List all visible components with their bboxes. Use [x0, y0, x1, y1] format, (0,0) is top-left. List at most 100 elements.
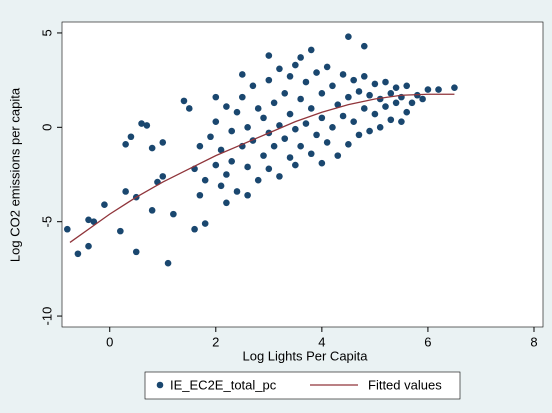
point: [355, 131, 363, 139]
point: [122, 141, 129, 148]
point: [254, 105, 262, 112]
point: [350, 118, 357, 125]
point: [64, 225, 71, 233]
point: [392, 99, 400, 107]
legend-label: IE_EC2E_total_pc: [170, 377, 277, 392]
point: [117, 227, 124, 235]
point: [196, 142, 204, 150]
point: [419, 95, 426, 103]
point: [265, 165, 273, 173]
point: [355, 88, 363, 95]
point: [323, 139, 331, 146]
point: [366, 127, 373, 135]
point: [217, 182, 225, 190]
point: [424, 86, 432, 93]
point: [148, 144, 156, 152]
point: [286, 110, 294, 118]
point: [392, 84, 400, 91]
point: [159, 139, 167, 146]
point: [408, 99, 416, 107]
point: [382, 78, 389, 86]
point: [164, 259, 172, 267]
point: [212, 118, 220, 125]
x-tick-label: 0: [106, 334, 113, 349]
y-tick-label: 5: [39, 29, 54, 36]
point: [132, 248, 140, 256]
x-tick-label: 6: [424, 334, 431, 349]
x-tick-label: 2: [212, 334, 219, 349]
point: [403, 82, 411, 90]
point: [297, 95, 304, 103]
point: [387, 116, 395, 124]
point: [307, 105, 315, 112]
point: [376, 95, 384, 103]
point: [307, 46, 315, 54]
fit-line: [69, 93, 455, 243]
point: [212, 161, 220, 169]
point: [223, 103, 230, 110]
point: [286, 154, 294, 161]
point: [360, 42, 368, 50]
point: [101, 201, 108, 208]
point: [233, 188, 241, 195]
point: [313, 131, 320, 139]
point: [360, 105, 368, 112]
point: [297, 54, 304, 61]
point: [244, 124, 251, 131]
x-tick-label: 4: [318, 334, 325, 349]
point: [292, 61, 299, 69]
y-tick-label: 0: [39, 124, 54, 131]
point: [207, 133, 214, 141]
point: [398, 118, 405, 125]
point: [260, 152, 267, 159]
point: [239, 93, 246, 101]
point: [138, 120, 145, 127]
point: [307, 150, 315, 158]
point: [376, 124, 384, 131]
point: [366, 91, 373, 99]
point: [435, 86, 442, 93]
point: [201, 176, 209, 184]
point: [339, 112, 347, 120]
y-axis-label: Log CO2 emissions per capita: [7, 87, 22, 262]
point: [85, 216, 92, 224]
point: [318, 159, 326, 167]
point: [212, 93, 220, 101]
point: [403, 108, 411, 116]
point: [302, 78, 310, 86]
point: [260, 114, 267, 122]
point: [318, 114, 326, 122]
point: [286, 73, 294, 80]
point: [302, 120, 310, 127]
point: [196, 191, 204, 199]
point: [313, 69, 320, 76]
point: [297, 142, 304, 150]
legend: IE_EC2E_total_pc Fitted values: [144, 371, 461, 400]
point: [233, 108, 241, 116]
point: [217, 146, 225, 154]
point: [270, 142, 278, 150]
point: [249, 82, 257, 90]
point: [329, 82, 336, 90]
point: [143, 122, 151, 129]
point: [223, 171, 230, 178]
x-tick-label: 8: [530, 334, 537, 349]
point: [371, 110, 379, 118]
point: [122, 188, 129, 195]
point: [127, 133, 135, 141]
point: [292, 161, 299, 169]
point: [281, 90, 289, 97]
point: [239, 71, 246, 78]
point: [228, 127, 236, 135]
point: [201, 220, 209, 227]
point: [323, 63, 331, 71]
x-axis-label: Log Lights Per Capita: [242, 348, 368, 363]
point: [276, 173, 283, 180]
point: [276, 65, 283, 73]
point: [345, 141, 352, 148]
point: [90, 218, 98, 225]
plot-area: [61, 21, 544, 328]
point: [223, 199, 230, 207]
point: [270, 99, 278, 107]
